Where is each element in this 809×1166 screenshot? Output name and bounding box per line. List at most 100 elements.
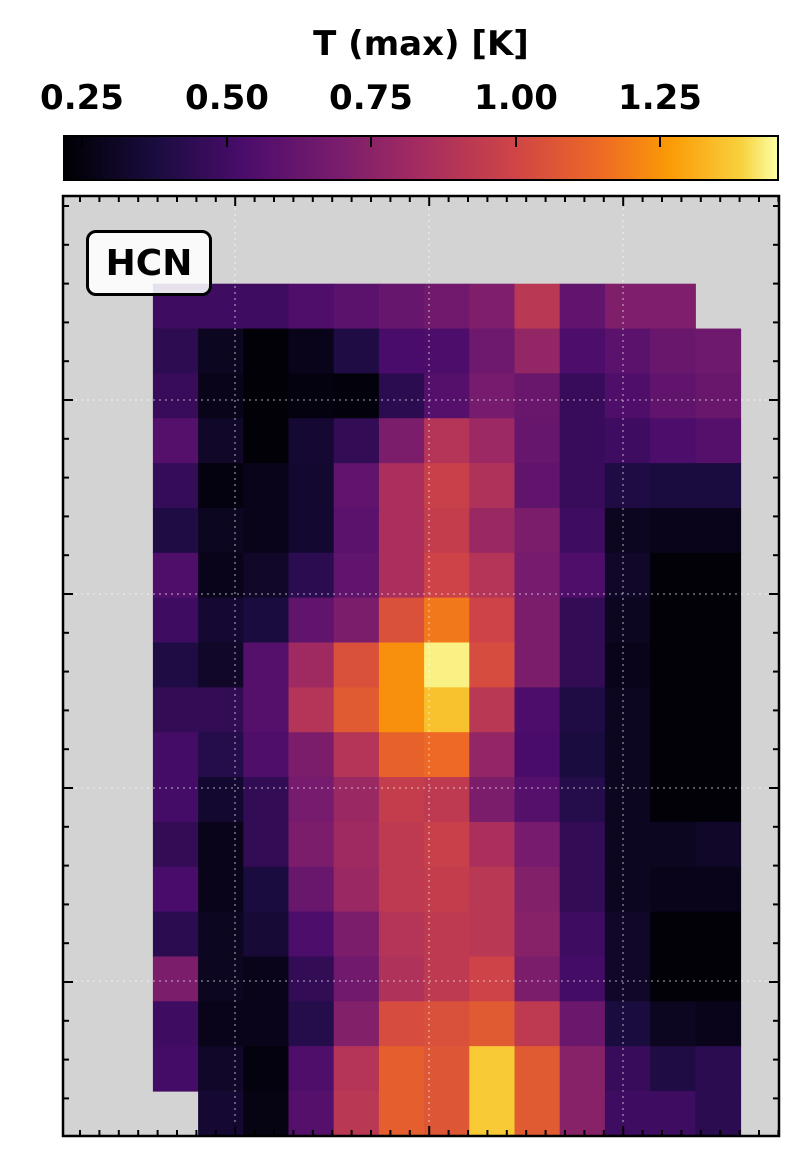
- heatmap-cell: [288, 1001, 335, 1047]
- heatmap-cell: [695, 1001, 742, 1047]
- heatmap-cell: [514, 373, 561, 419]
- heatmap-cell: [424, 507, 470, 554]
- heatmap-cell: [243, 552, 290, 599]
- heatmap-cell: [198, 1091, 244, 1137]
- heatmap-cell: [198, 418, 244, 464]
- heatmap-cell: [650, 463, 696, 509]
- heatmap-cell: [333, 866, 380, 913]
- colorbar-tick: [659, 137, 661, 147]
- heatmap-cell: [695, 597, 742, 644]
- heatmap-cell: [288, 732, 335, 778]
- heatmap-cell: [559, 956, 606, 1002]
- heatmap-cell: [243, 1001, 290, 1047]
- heatmap-cell: [152, 463, 199, 509]
- heatmap-cell: [514, 283, 561, 330]
- heatmap-cell: [152, 507, 199, 554]
- heatmap-cell: [198, 552, 244, 599]
- heatmap-cell: [559, 642, 606, 688]
- heatmap-cell: [288, 777, 335, 823]
- heatmap-cell: [152, 956, 199, 1002]
- heatmap-cell: [333, 1046, 380, 1092]
- heatmap-cell: [333, 463, 380, 509]
- heatmap-cell: [333, 283, 380, 330]
- heatmap-cell: [514, 956, 561, 1002]
- heatmap-cell: [152, 732, 199, 778]
- colorbar-tick-label: 1.25: [618, 78, 702, 118]
- heatmap-cell: [559, 866, 606, 913]
- heatmap-cell: [604, 597, 651, 644]
- heatmap-cell: [378, 1091, 425, 1137]
- heatmap-cell: [604, 687, 651, 733]
- heatmap-cell: [424, 597, 470, 644]
- heatmap-cell: [288, 866, 335, 913]
- heatmap-cell: [243, 911, 290, 958]
- heatmap-cell: [152, 597, 199, 644]
- heatmap-cell: [604, 418, 651, 464]
- heatmap-cell: [424, 1001, 470, 1047]
- heatmap-cell: [378, 821, 425, 868]
- heatmap-cell: [198, 777, 244, 823]
- heatmap-cell: [559, 911, 606, 958]
- heatmap-cell: [288, 283, 335, 330]
- heatmap-cell: [650, 418, 696, 464]
- heatmap-cell: [650, 328, 696, 374]
- heatmap-cell: [288, 911, 335, 958]
- heatmap-cell: [378, 507, 425, 554]
- colorbar-tick: [515, 137, 517, 147]
- heatmap-cell: [604, 956, 651, 1002]
- heatmap-cell: [152, 821, 199, 868]
- heatmap-cell: [469, 732, 516, 778]
- heatmap-cell: [243, 1091, 290, 1137]
- heatmap-cell: [243, 597, 290, 644]
- colorbar-tick: [226, 137, 228, 147]
- heatmap-cell: [469, 1001, 516, 1047]
- heatmap-cell: [424, 1091, 470, 1137]
- heatmap-cell: [198, 866, 244, 913]
- heatmap-cell: [424, 552, 470, 599]
- heatmap-cell: [514, 328, 561, 374]
- colorbar: [63, 135, 779, 181]
- heatmap-cell: [559, 507, 606, 554]
- heatmap-cell: [514, 821, 561, 868]
- heatmap-cell: [424, 283, 470, 330]
- heatmap-cell: [424, 328, 470, 374]
- heatmap-cell: [650, 911, 696, 958]
- heatmap-cell: [198, 507, 244, 554]
- heatmap-cell: [469, 597, 516, 644]
- heatmap-cell: [243, 463, 290, 509]
- heatmap-cell: [469, 911, 516, 958]
- heatmap-cell: [650, 507, 696, 554]
- heatmap-cell: [333, 418, 380, 464]
- heatmap-cell: [604, 507, 651, 554]
- heatmap-cell: [378, 283, 425, 330]
- heatmap-cell: [152, 373, 199, 419]
- heatmap-cell: [152, 687, 199, 733]
- heatmap-cell: [378, 911, 425, 958]
- heatmap-cell: [424, 687, 470, 733]
- heatmap-cell: [469, 687, 516, 733]
- heatmap-cell: [152, 328, 199, 374]
- heatmap-cell: [559, 1001, 606, 1047]
- heatmap-cell: [198, 1001, 244, 1047]
- heatmap-cell: [559, 687, 606, 733]
- heatmap-cell: [378, 777, 425, 823]
- heatmap-cell: [650, 821, 696, 868]
- heatmap-cell: [198, 687, 244, 733]
- heatmap-cell: [650, 956, 696, 1002]
- heatmap-cell: [695, 373, 742, 419]
- heatmap-cell: [469, 642, 516, 688]
- heatmap-cell: [333, 507, 380, 554]
- heatmap-cell: [333, 1091, 380, 1137]
- heatmap-cell: [514, 463, 561, 509]
- heatmap-cell: [333, 821, 380, 868]
- heatmap-cell: [695, 911, 742, 958]
- heatmap-cell: [198, 597, 244, 644]
- heatmap-cell: [243, 777, 290, 823]
- heatmap-cell: [198, 373, 244, 419]
- heatmap-cell: [695, 821, 742, 868]
- heatmap-cell: [378, 373, 425, 419]
- heatmap-cell: [378, 552, 425, 599]
- colorbar-tick-label: 0.25: [40, 78, 124, 118]
- heatmap-cell: [333, 597, 380, 644]
